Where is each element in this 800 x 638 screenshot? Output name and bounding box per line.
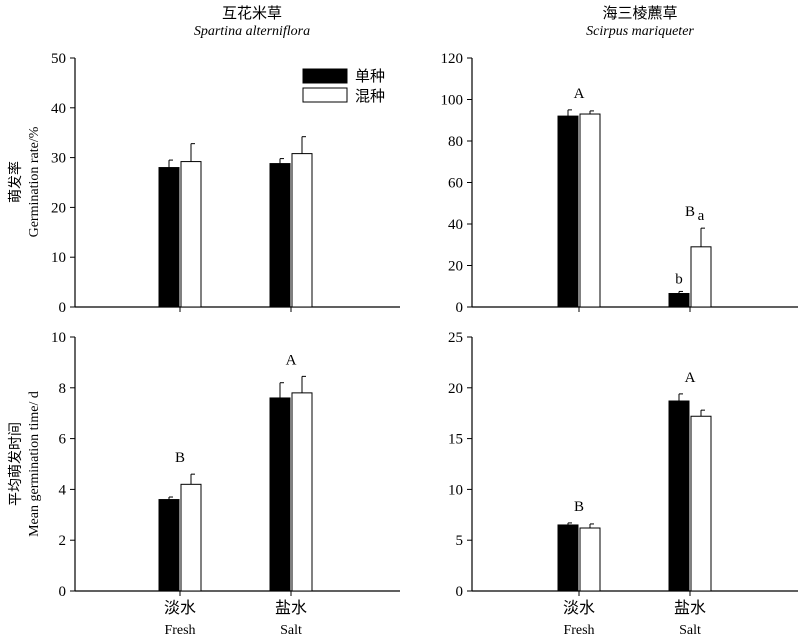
bar-mono	[668, 293, 690, 308]
col-title-right-latin: Scirpus mariqueter	[586, 24, 694, 39]
y-tick-label: 25	[448, 330, 463, 346]
legend-swatch-mono	[302, 68, 348, 84]
col-title-left-latin: Spartina alterniflora	[194, 24, 310, 39]
significance-letter: B	[175, 450, 185, 466]
significance-letter: B	[685, 204, 695, 220]
y-tick-label: 60	[448, 176, 463, 192]
xcat-fresh-en-right: Fresh	[563, 623, 594, 638]
ylabel-top: 萌发率 Germination rate/%	[7, 126, 42, 237]
y-tick-label: 100	[441, 93, 464, 109]
legend: 单种 混种	[302, 68, 385, 105]
significance-letter: A	[574, 86, 585, 102]
y-tick-label: 4	[59, 482, 67, 498]
legend-label-mono: 单种	[355, 68, 385, 85]
y-tick-label: 40	[51, 101, 66, 117]
y-tick-label: 8	[59, 381, 67, 397]
y-tick-label: 2	[59, 533, 67, 549]
panel-top-right: 0 20 40 60 80 100 120 A Bb a	[441, 51, 798, 316]
y-tick-label: 6	[59, 432, 67, 448]
bar-mixed	[180, 161, 202, 308]
bar-mixed	[291, 153, 313, 308]
ylabel-bottom-cn: 平均萌发时间	[8, 422, 24, 506]
bar-mono	[668, 400, 690, 592]
legend-label-mixed: 混种	[355, 88, 385, 105]
y-tick-label: 0	[456, 300, 464, 316]
xcat-salt-en-right: Salt	[679, 623, 701, 638]
xcat-salt-en-left: Salt	[280, 623, 302, 638]
y-tick-label: 120	[441, 51, 464, 67]
bar-mixed	[690, 246, 712, 308]
significance-letter: A	[286, 352, 297, 368]
ylabel-top-cn: 萌发率	[7, 161, 24, 203]
y-tick-label: 15	[448, 432, 463, 448]
ylabel-top-en: Germination rate/%	[27, 126, 42, 237]
bar-mixed	[690, 415, 712, 592]
y-tick-label: 80	[448, 134, 463, 150]
significance-letter: a	[698, 208, 705, 224]
y-tick-label: 0	[59, 584, 67, 600]
ylabel-bottom: 平均萌发时间 Mean germination time/ d	[8, 391, 42, 537]
y-tick-label: 20	[448, 381, 463, 397]
y-tick-label: 30	[51, 151, 66, 167]
chart-panels: 01020304050020406080100120ABba0246810BA0…	[51, 51, 798, 600]
panel-bottom-right: 0 5 10 15 20 25 B A	[448, 330, 798, 600]
significance-letter: b	[675, 271, 683, 287]
significance-letter: B	[574, 499, 584, 515]
col-title-left-cn: 互花米草	[222, 5, 282, 22]
bar-mixed	[579, 113, 601, 308]
y-tick-label: 10	[51, 330, 66, 346]
xcat-salt-cn-right: 盐水	[674, 599, 706, 617]
significance-letter: A	[685, 370, 696, 386]
xcat-fresh-cn-right: 淡水	[563, 599, 595, 617]
bar-mono	[557, 524, 579, 592]
y-tick-label: 0	[59, 300, 67, 316]
bar-mixed	[180, 483, 202, 592]
xcat-fresh-cn-left: 淡水	[164, 599, 196, 617]
bar-mono	[158, 499, 180, 592]
bar-mono	[557, 115, 579, 308]
col-title-right-cn: 海三棱藨草	[602, 5, 677, 22]
y-tick-label: 10	[448, 482, 463, 498]
y-tick-label: 20	[51, 200, 66, 216]
y-tick-label: 0	[456, 584, 464, 600]
legend-swatch-mixed	[302, 87, 348, 103]
xcat-salt-cn-left: 盐水	[275, 599, 307, 617]
y-tick-label: 10	[51, 250, 66, 266]
y-tick-label: 5	[456, 533, 464, 549]
panel-bottom-left: 0 2 4 6 8 10 B A	[51, 330, 400, 600]
bar-mixed	[291, 392, 313, 592]
y-tick-label: 40	[448, 217, 463, 233]
bar-mono	[269, 163, 291, 308]
bar-mono	[269, 397, 291, 592]
xcat-fresh-en-left: Fresh	[164, 623, 195, 638]
y-tick-label: 50	[51, 51, 66, 67]
y-tick-label: 20	[448, 259, 463, 275]
bar-mixed	[579, 527, 601, 592]
ylabel-bottom-en: Mean germination time/ d	[27, 391, 42, 537]
bar-mono	[158, 167, 180, 308]
panel-top-left: 0 10 20 30 40 50	[51, 51, 400, 316]
